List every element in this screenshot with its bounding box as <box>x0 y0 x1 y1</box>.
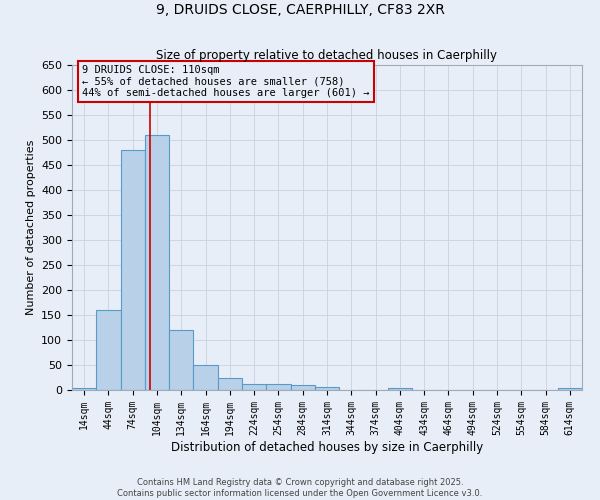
Bar <box>121 150 145 390</box>
Bar <box>72 388 96 390</box>
Text: 9 DRUIDS CLOSE: 110sqm
← 55% of detached houses are smaller (758)
44% of semi-de: 9 DRUIDS CLOSE: 110sqm ← 55% of detached… <box>82 65 370 98</box>
Text: Contains HM Land Registry data © Crown copyright and database right 2025.
Contai: Contains HM Land Registry data © Crown c… <box>118 478 482 498</box>
X-axis label: Distribution of detached houses by size in Caerphilly: Distribution of detached houses by size … <box>171 440 483 454</box>
Bar <box>218 378 242 390</box>
Bar <box>558 388 582 390</box>
Text: 9, DRUIDS CLOSE, CAERPHILLY, CF83 2XR: 9, DRUIDS CLOSE, CAERPHILLY, CF83 2XR <box>155 2 445 16</box>
Y-axis label: Number of detached properties: Number of detached properties <box>26 140 35 315</box>
Bar <box>242 384 266 390</box>
Bar <box>96 310 121 390</box>
Bar <box>169 330 193 390</box>
Title: Size of property relative to detached houses in Caerphilly: Size of property relative to detached ho… <box>157 50 497 62</box>
Bar <box>290 385 315 390</box>
Bar <box>145 135 169 390</box>
Bar <box>315 386 339 390</box>
Bar <box>193 365 218 390</box>
Bar <box>388 388 412 390</box>
Bar <box>266 384 290 390</box>
